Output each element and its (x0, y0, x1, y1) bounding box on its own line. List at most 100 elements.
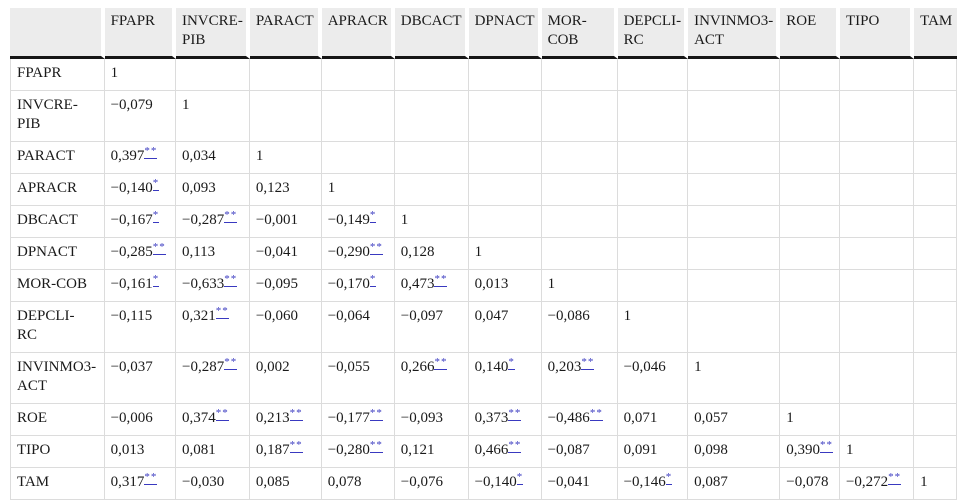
significance-link[interactable]: ** (581, 356, 595, 370)
correlation-cell (914, 302, 957, 353)
significance-link[interactable]: ** (434, 356, 448, 370)
correlation-cell: −0,087 (541, 436, 618, 468)
correlation-value: −0,140 (474, 474, 517, 490)
significance-link[interactable]: ** (888, 471, 902, 485)
correlation-value: −0,170 (327, 276, 370, 292)
correlation-cell: −0,115 (104, 302, 176, 353)
correlation-value: −0,001 (255, 212, 299, 228)
significance-link[interactable]: ** (369, 407, 383, 421)
correlation-cell: −0,078 (780, 468, 840, 500)
significance-link[interactable]: * (152, 273, 160, 287)
significance-link[interactable]: ** (224, 273, 238, 287)
correlation-cell (839, 206, 915, 238)
significance-link[interactable]: * (665, 471, 673, 485)
correlation-value: 1 (400, 212, 409, 228)
significance-link[interactable]: ** (369, 439, 383, 453)
correlation-value: 0,034 (181, 148, 216, 164)
significance-link[interactable]: ** (434, 273, 448, 287)
table-row: INVCRE- PIB −0,079 1 (10, 91, 957, 142)
correlation-value: 0,466 (474, 442, 509, 458)
correlation-value: 0,057 (694, 410, 728, 426)
correlation-cell: 0,091 (617, 436, 689, 468)
correlation-value: 0,002 (255, 359, 290, 375)
significance-link[interactable]: ** (369, 241, 383, 255)
correlation-value: −0,272 (845, 474, 889, 490)
table-row: INVINMO3- ACT −0,037 −0,287** 0,002 −0,055 0,… (10, 353, 957, 404)
correlation-value: −0,087 (547, 442, 590, 458)
correlation-cell (839, 404, 915, 436)
header-row: FPAPR INVCRE- PIB PARACT APRACR DBCACT DPNACT… (10, 8, 957, 59)
correlation-value: 0,121 (400, 442, 435, 458)
correlation-cell (914, 270, 957, 302)
correlation-cell (914, 174, 957, 206)
correlation-cell (541, 91, 618, 142)
significance-link[interactable]: ** (152, 241, 166, 255)
correlation-cell: 1 (104, 59, 176, 91)
correlation-cell (617, 59, 689, 91)
correlation-cell (914, 91, 957, 142)
correlation-cell: 0,466** (468, 436, 542, 468)
significance-link[interactable]: ** (289, 439, 303, 453)
correlation-value: 0,085 (255, 474, 290, 490)
correlation-cell: −0,006 (104, 404, 176, 436)
row-header: FPAPR (10, 59, 105, 91)
significance-link[interactable]: ** (215, 407, 229, 421)
correlation-cell: 1 (914, 468, 957, 500)
table-row: TAM 0,317** −0,030 0,085 0,078 −0,076 −0,140* −… (10, 468, 957, 500)
significance-link[interactable]: ** (289, 407, 303, 421)
column-header-invcre-pib: INVCRE- PIB (175, 8, 250, 59)
correlation-cell: −0,060 (249, 302, 322, 353)
correlation-cell: −0,041 (541, 468, 618, 500)
correlation-cell: 0,013 (104, 436, 176, 468)
correlation-cell (617, 142, 689, 174)
row-header: TIPO (10, 436, 105, 468)
significance-link[interactable]: * (508, 356, 515, 370)
significance-link[interactable]: ** (215, 305, 229, 319)
significance-link[interactable]: * (152, 177, 160, 191)
correlation-cell: −0,095 (249, 270, 322, 302)
correlation-cell (780, 91, 840, 142)
correlation-cell: 1 (175, 91, 250, 142)
correlation-cell (468, 206, 542, 238)
significance-link[interactable]: ** (224, 209, 238, 223)
correlation-cell: −0,170* (321, 270, 395, 302)
significance-link[interactable]: ** (589, 407, 603, 421)
correlation-cell: −0,001 (249, 206, 322, 238)
correlation-value: 0,087 (694, 474, 728, 490)
column-header-depcli-rc: DEPCLI- RC (617, 8, 689, 59)
significance-link[interactable]: ** (144, 471, 158, 485)
column-header-tipo: TIPO (839, 8, 915, 59)
correlation-value: 0,213 (255, 410, 290, 426)
correlation-value: −0,076 (400, 474, 443, 490)
correlation-cell: 0,113 (175, 238, 250, 270)
table-row: DEPCLI- RC −0,115 0,321** −0,060 −0,064 −0,09… (10, 302, 957, 353)
significance-link[interactable]: * (369, 209, 377, 223)
significance-link[interactable]: * (152, 209, 160, 223)
correlation-cell: −0,287** (175, 353, 250, 404)
correlation-value: 0,374 (181, 410, 216, 426)
correlation-cell: 1 (839, 436, 915, 468)
correlation-cell: 0,085 (249, 468, 322, 500)
correlation-cell: 0,266** (394, 353, 469, 404)
correlation-value: 0,013 (474, 276, 509, 292)
significance-link[interactable]: ** (819, 439, 833, 453)
significance-link[interactable]: ** (508, 407, 522, 421)
correlation-value: 0,140 (474, 359, 509, 375)
correlation-cell: −0,064 (321, 302, 395, 353)
correlation-cell: −0,272** (839, 468, 915, 500)
correlation-value: 0,113 (181, 244, 216, 260)
correlation-cell: −0,285** (104, 238, 176, 270)
significance-link[interactable]: ** (224, 356, 238, 370)
correlation-cell: −0,146* (617, 468, 689, 500)
correlation-cell: 0,373** (468, 404, 542, 436)
correlation-cell: 0,078 (321, 468, 395, 500)
correlation-cell: 0,121 (394, 436, 469, 468)
significance-link[interactable]: ** (144, 145, 158, 159)
significance-link[interactable]: * (369, 273, 377, 287)
correlation-cell: −0,046 (617, 353, 689, 404)
significance-link[interactable]: * (516, 471, 524, 485)
correlation-cell: −0,140* (104, 174, 176, 206)
significance-link[interactable]: ** (508, 439, 522, 453)
correlation-cell (688, 270, 781, 302)
table-row: FPAPR 1 (10, 59, 957, 91)
